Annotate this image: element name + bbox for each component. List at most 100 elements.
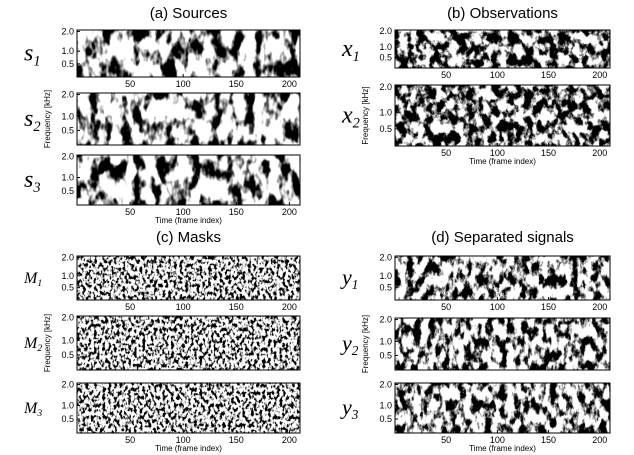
plot-frame: [76, 255, 301, 301]
plot-frame: [394, 84, 611, 147]
row-label: s1: [24, 41, 41, 70]
row-label-sub: 1: [353, 49, 360, 65]
x-tick-label: 200: [282, 302, 297, 312]
x-axis-label: Time (frame index): [469, 444, 536, 453]
y-tick-label: 2.0: [61, 313, 74, 323]
x-tick-label: 100: [490, 435, 505, 445]
row-label-main: x: [341, 36, 353, 62]
y-tick-label: 2.0: [379, 252, 392, 262]
spectrogram: [395, 256, 610, 300]
y-tick-label: 0.5: [379, 52, 392, 62]
x-tick-label: 200: [592, 148, 607, 158]
spectrogram: [77, 256, 300, 300]
row-label-main: M: [23, 400, 39, 417]
y-tick-label: 1.0: [61, 46, 74, 56]
row-label-sub: 3: [32, 180, 40, 196]
spectrogram: [77, 93, 300, 145]
row-label: M1: [23, 270, 42, 289]
row-label: s3: [24, 167, 41, 196]
y-tick-label: 1.0: [61, 271, 74, 281]
row-label-sub: 2: [33, 119, 40, 135]
row-label-sub: 1: [33, 54, 40, 70]
spectrogram: [395, 30, 610, 68]
y-tick-label: 0.5: [379, 124, 392, 134]
row-label-main: s: [24, 167, 33, 193]
y-tick-label: 0.5: [61, 59, 74, 69]
panel-title: (a) Sources: [150, 5, 228, 22]
y-tick-label: 2.0: [379, 82, 392, 92]
x-tick-label: 150: [229, 435, 244, 445]
x-tick-label: 150: [541, 435, 556, 445]
row-label: M3: [23, 400, 42, 419]
row-label-main: x: [341, 103, 353, 129]
plot-frame: [76, 315, 301, 371]
row-label-main: y: [340, 331, 352, 356]
spectrogram: [395, 85, 610, 146]
plot-frame: [394, 382, 611, 434]
plot-frame: [394, 29, 611, 69]
x-tick-label: 150: [541, 148, 556, 158]
row-label: x1: [341, 36, 360, 65]
x-tick-label: 100: [176, 207, 191, 217]
y-tick-label: 0.5: [61, 350, 74, 360]
y-tick-label: 1.0: [379, 42, 392, 52]
x-tick-label: 100: [490, 302, 505, 312]
y-tick-label: 1.0: [61, 401, 74, 411]
y-tick-label: 2.0: [61, 252, 74, 262]
row-label-sub: 3: [36, 408, 42, 419]
y-tick-label: 1.0: [379, 336, 392, 346]
y-tick-label: 1.0: [379, 271, 392, 281]
x-tick-label: 200: [282, 435, 297, 445]
x-axis-label: Time (frame index): [469, 157, 536, 166]
panel-title: (c) Masks: [156, 229, 221, 246]
y-tick-label: 0.5: [379, 283, 392, 293]
x-axis-label: Time (frame index): [155, 216, 222, 225]
y-tick-label: 0.5: [379, 414, 392, 424]
row-label-sub: 1: [352, 277, 359, 292]
row-label: y1: [340, 265, 358, 292]
row-label-sub: 3: [351, 407, 359, 422]
y-axis-label: Frequency [kHz]: [43, 90, 52, 148]
x-tick-label: 50: [125, 79, 135, 89]
row-label-sub: 2: [353, 116, 360, 132]
plot-frame: [76, 29, 301, 78]
y-tick-label: 0.5: [61, 414, 74, 424]
y-tick-label: 0.5: [61, 125, 74, 135]
y-tick-label: 2.0: [61, 152, 74, 162]
y-tick-label: 2.0: [379, 26, 392, 36]
row-label-sub: 2: [37, 343, 42, 354]
y-tick-label: 0.5: [379, 350, 392, 360]
plot-frame: [394, 317, 611, 371]
y-tick-label: 2.0: [379, 315, 392, 325]
row-label: M2: [23, 335, 42, 354]
y-axis-label: Frequency [kHz]: [361, 86, 370, 144]
row-label: x2: [341, 103, 360, 132]
row-label-main: M: [23, 335, 39, 352]
x-tick-label: 50: [441, 148, 451, 158]
x-tick-label: 50: [125, 207, 135, 217]
x-axis-label: Time (frame index): [155, 444, 222, 453]
y-tick-label: 0.5: [61, 283, 74, 293]
spectrogram: [395, 383, 610, 433]
y-tick-label: 2.0: [61, 380, 74, 390]
y-tick-label: 2.0: [61, 26, 74, 36]
y-tick-label: 1.0: [61, 173, 74, 183]
x-tick-label: 50: [125, 302, 135, 312]
y-tick-label: 1.0: [61, 111, 74, 121]
row-label-sub: 1: [37, 278, 42, 289]
x-tick-label: 200: [592, 70, 607, 80]
y-tick-label: 2.0: [61, 90, 74, 100]
spectrogram: [77, 30, 300, 77]
row-label-main: y: [340, 395, 352, 420]
x-tick-label: 150: [229, 79, 244, 89]
spectrogram: [77, 383, 300, 433]
x-tick-label: 50: [441, 70, 451, 80]
x-tick-label: 150: [229, 207, 244, 217]
y-axis-label: Frequency [kHz]: [361, 315, 370, 373]
x-tick-label: 100: [490, 148, 505, 158]
row-label: y2: [340, 331, 359, 358]
plot-frame: [76, 382, 301, 434]
plot-frame: [394, 255, 611, 301]
x-tick-label: 100: [176, 79, 191, 89]
